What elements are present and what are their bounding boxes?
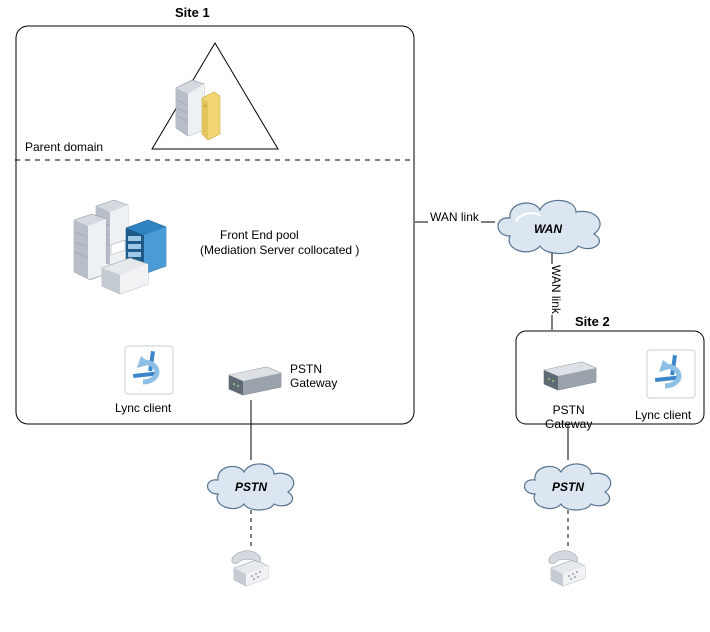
pstn2-label: PSTN: [552, 480, 584, 494]
line-gw1-pstn1: [249, 400, 253, 460]
parent-domain-label: Parent domain: [25, 140, 103, 154]
phone1-icon: [228, 548, 274, 588]
lync-label-site2: Lync client: [635, 408, 691, 422]
wan-link-1-label: WAN link: [428, 210, 481, 224]
wan-label: WAN: [534, 222, 562, 236]
server-icon: [174, 78, 230, 142]
pstn1-label: PSTN: [235, 480, 267, 494]
gateway-icon-site2: [540, 360, 600, 394]
lync-icon-site1: [123, 344, 175, 396]
phone2-icon: [545, 548, 591, 588]
line-pstn2-phone2: [566, 510, 570, 550]
frontend-label-2: (Mediation Server collocated ): [200, 243, 359, 257]
gateway-label-site1: PSTN Gateway: [290, 362, 337, 390]
site1-title: Site 1: [175, 5, 210, 20]
diagram-canvas: Site 1 Parent domain: [0, 0, 710, 632]
frontend-label-1: Front End pool: [220, 228, 299, 242]
line-pstn1-phone1: [249, 510, 253, 550]
line-gw2-pstn2: [566, 425, 570, 460]
wan-link-2-label: WAN link: [548, 264, 564, 315]
lync-icon-site2: [645, 348, 697, 400]
gateway-icon-site1: [225, 365, 285, 399]
lync-label-site1: Lync client: [115, 401, 171, 415]
frontend-pool-icon: [70, 200, 190, 298]
site2-title: Site 2: [575, 314, 610, 329]
